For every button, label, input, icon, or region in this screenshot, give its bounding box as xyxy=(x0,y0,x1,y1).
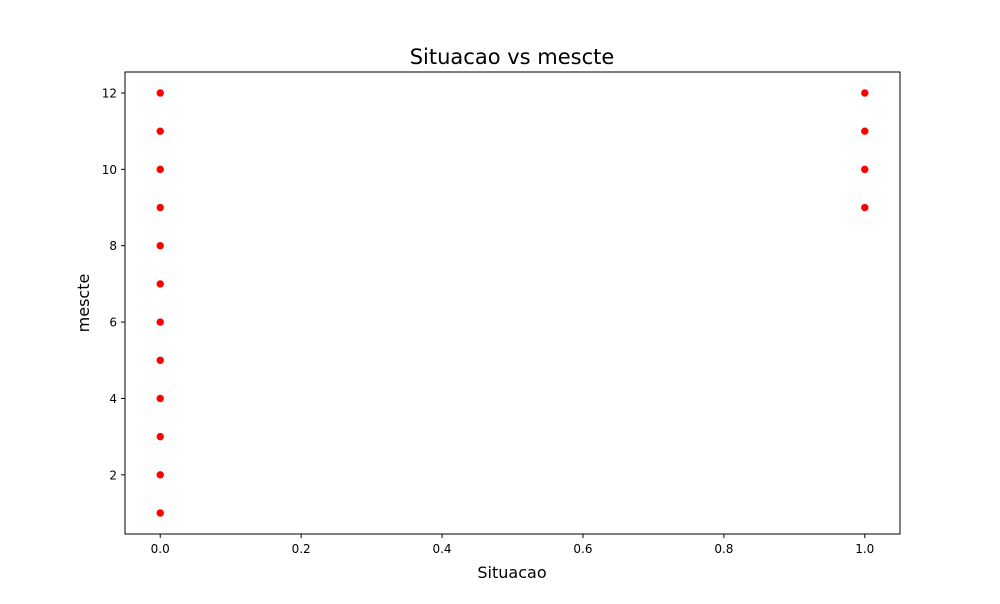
data-point xyxy=(155,126,165,136)
x-tick-label: 0.4 xyxy=(432,542,451,556)
x-tick-label: 0.8 xyxy=(714,542,733,556)
data-point xyxy=(155,394,165,403)
y-tick-label: 10 xyxy=(102,163,117,177)
y-axis-label: mescte xyxy=(74,274,93,333)
x-tick-label: 0.2 xyxy=(292,542,311,556)
data-point xyxy=(155,203,165,212)
y-tick-label: 4 xyxy=(109,392,117,406)
data-point xyxy=(860,126,870,136)
x-tick-label: 1.0 xyxy=(855,542,874,556)
y-tick-label: 2 xyxy=(109,468,117,482)
data-points xyxy=(155,88,870,518)
x-tick-label: 0.6 xyxy=(573,542,592,556)
data-point xyxy=(155,432,165,441)
y-tick-label: 8 xyxy=(109,239,117,253)
x-axis-ticks: 0.0 0.2 0.4 0.6 0.8 1.0 xyxy=(151,534,874,556)
data-point xyxy=(155,165,165,174)
x-axis-label: Situacao xyxy=(477,563,546,582)
data-point xyxy=(860,165,870,174)
y-axis-ticks: 2 4 6 8 10 12 xyxy=(102,87,125,482)
data-point xyxy=(155,241,165,251)
data-point xyxy=(155,508,165,518)
y-tick-label: 12 xyxy=(102,87,117,101)
data-point xyxy=(155,88,165,98)
data-point xyxy=(155,470,165,480)
data-point xyxy=(155,355,165,365)
data-point xyxy=(155,279,165,289)
x-tick-label: 0.0 xyxy=(151,542,170,556)
y-tick-label: 6 xyxy=(109,316,117,330)
data-point xyxy=(860,88,870,98)
plot-frame xyxy=(124,71,901,535)
data-point xyxy=(155,317,165,327)
data-point xyxy=(860,203,870,212)
chart-title: Situacao vs mescte xyxy=(410,45,615,69)
